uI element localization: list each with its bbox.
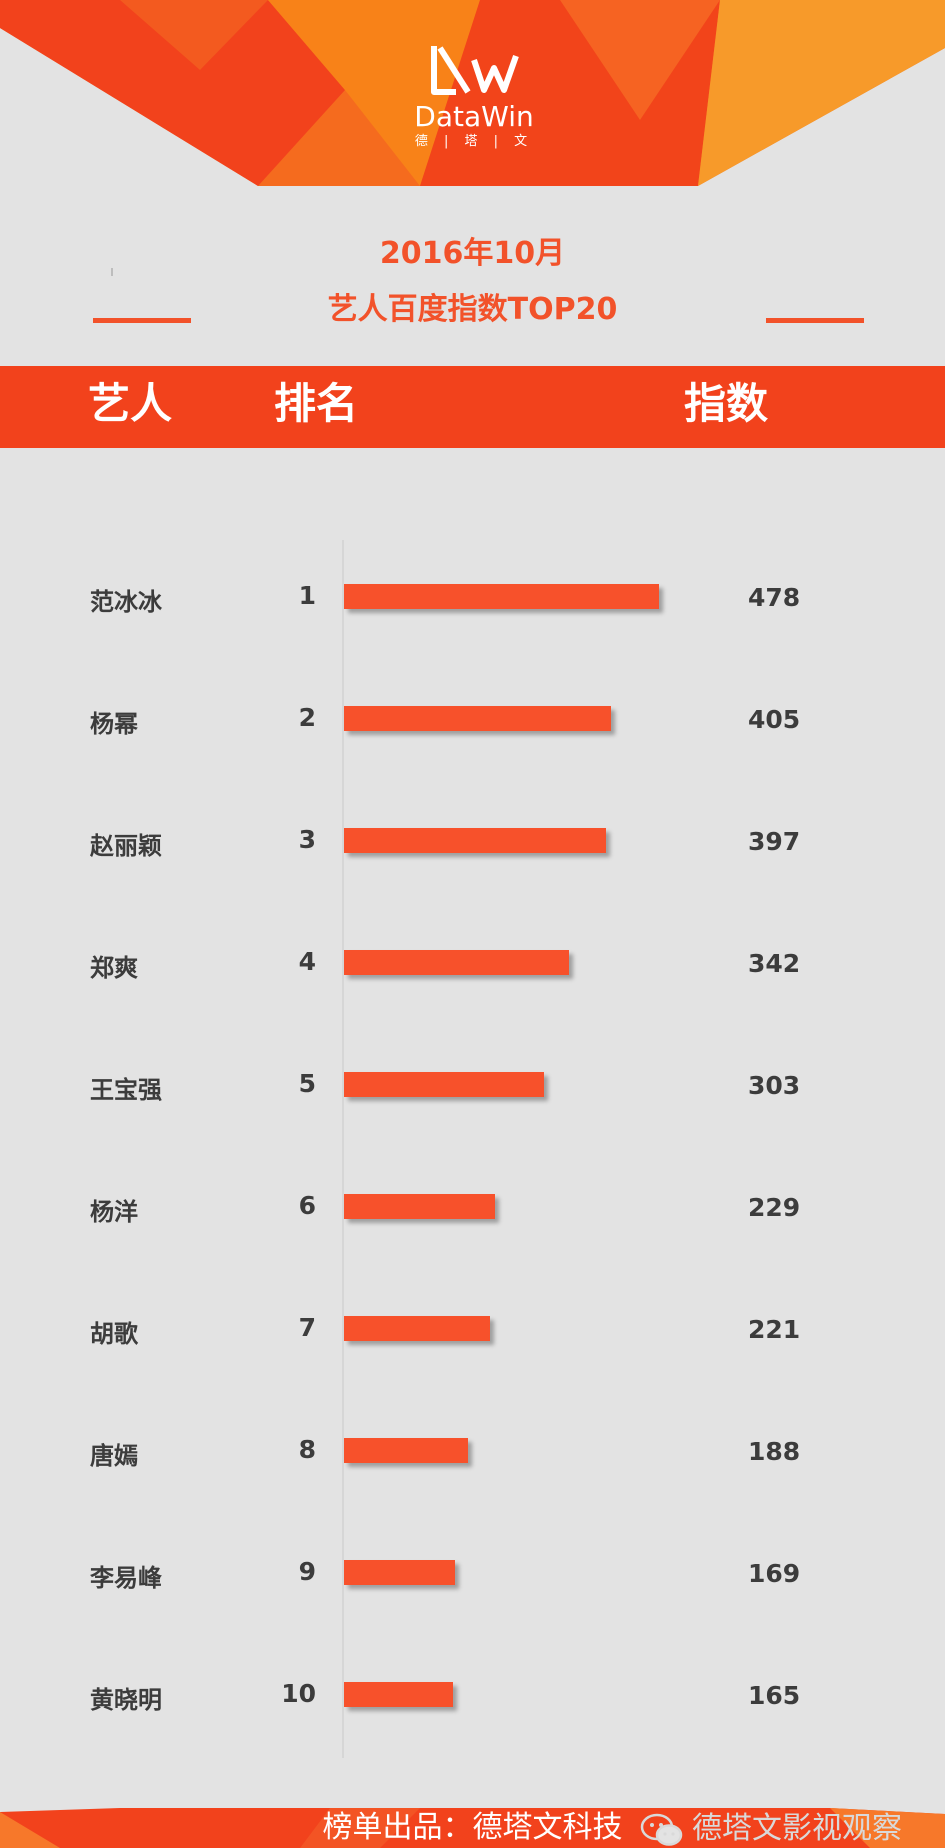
chart-row: 杨洋 6 229 bbox=[0, 1178, 945, 1238]
footer-credit: 榜单出品：德塔文科技 bbox=[322, 1810, 623, 1845]
artist-name: 黄晓明 bbox=[90, 1686, 162, 1714]
artist-name: 王宝强 bbox=[90, 1076, 162, 1104]
artist-name: 范冰冰 bbox=[90, 588, 162, 616]
index-value: 229 bbox=[748, 1193, 801, 1222]
chart-row: 杨幂 2 405 bbox=[0, 690, 945, 750]
chart-title: 艺人百度指数TOP20 bbox=[327, 292, 618, 327]
artist-name: 杨洋 bbox=[90, 1198, 138, 1226]
index-value: 405 bbox=[748, 705, 801, 734]
title-rule-left bbox=[93, 318, 191, 323]
logo-subtitle: 德 | 塔 | 文 bbox=[414, 134, 534, 149]
chart-axis-line bbox=[342, 540, 344, 1758]
index-value: 221 bbox=[748, 1315, 801, 1344]
chart-row: 李易峰 9 169 bbox=[0, 1544, 945, 1604]
index-value: 169 bbox=[748, 1559, 801, 1588]
chart-row: 唐嫣 8 188 bbox=[0, 1422, 945, 1482]
index-value: 165 bbox=[748, 1681, 801, 1710]
index-value: 303 bbox=[748, 1071, 801, 1100]
rank-number: 5 bbox=[298, 1069, 316, 1098]
rank-number: 8 bbox=[298, 1435, 316, 1464]
index-bar bbox=[344, 1560, 455, 1585]
header-banner bbox=[0, 0, 945, 186]
chart-period: 2016年10月 bbox=[379, 236, 566, 271]
column-header-index: 指数 bbox=[684, 379, 769, 428]
index-bar bbox=[344, 1194, 495, 1219]
watermark-text: 德塔文影视观察 bbox=[692, 1811, 902, 1846]
datawin-logo: DataWin 德 | 塔 | 文 bbox=[412, 40, 536, 180]
chart-row: 郑爽 4 342 bbox=[0, 934, 945, 994]
index-bar bbox=[344, 950, 569, 975]
datawin-logo-mark bbox=[431, 46, 519, 95]
column-header-bar: 艺人 排名 指数 bbox=[0, 366, 945, 448]
chart-row: 黄晓明 10 165 bbox=[0, 1666, 945, 1726]
index-bar bbox=[344, 1682, 453, 1707]
index-value: 397 bbox=[748, 827, 801, 856]
chart-row: 赵丽颖 3 397 bbox=[0, 812, 945, 872]
rank-number: 4 bbox=[298, 947, 316, 976]
rank-number: 10 bbox=[281, 1679, 316, 1708]
rank-number: 9 bbox=[298, 1557, 316, 1586]
rank-number: 7 bbox=[298, 1313, 316, 1342]
index-value: 478 bbox=[748, 583, 801, 612]
rank-number: 3 bbox=[298, 825, 316, 854]
decorative-mark bbox=[111, 268, 113, 276]
rank-number: 2 bbox=[298, 703, 316, 732]
wechat-icon bbox=[640, 1813, 683, 1846]
watermark: 德塔文影视观察 bbox=[640, 1810, 902, 1848]
index-value: 342 bbox=[748, 949, 801, 978]
artist-name: 杨幂 bbox=[90, 710, 138, 738]
index-bar bbox=[344, 828, 606, 853]
rank-number: 6 bbox=[298, 1191, 316, 1220]
footer-banner bbox=[0, 1808, 945, 1848]
index-value: 188 bbox=[748, 1437, 801, 1466]
artist-name: 郑爽 bbox=[90, 954, 138, 982]
column-header-artist: 艺人 bbox=[88, 379, 173, 428]
artist-name: 唐嫣 bbox=[90, 1442, 138, 1470]
column-header-rank: 排名 bbox=[274, 379, 359, 428]
chart-row: 胡歌 7 221 bbox=[0, 1300, 945, 1360]
index-bar bbox=[344, 706, 611, 731]
logo-wordmark: DataWin bbox=[414, 100, 534, 133]
chart-row: 范冰冰 1 478 bbox=[0, 568, 945, 628]
title-rule-right bbox=[766, 318, 864, 323]
artist-name: 胡歌 bbox=[90, 1320, 138, 1348]
index-bar bbox=[344, 1072, 544, 1097]
chart-row: 王宝强 5 303 bbox=[0, 1056, 945, 1116]
index-bar bbox=[344, 584, 659, 609]
artist-name: 赵丽颖 bbox=[90, 832, 162, 860]
index-bar bbox=[344, 1438, 468, 1463]
artist-name: 李易峰 bbox=[90, 1564, 162, 1592]
index-bar bbox=[344, 1316, 490, 1341]
rank-number: 1 bbox=[298, 581, 316, 610]
